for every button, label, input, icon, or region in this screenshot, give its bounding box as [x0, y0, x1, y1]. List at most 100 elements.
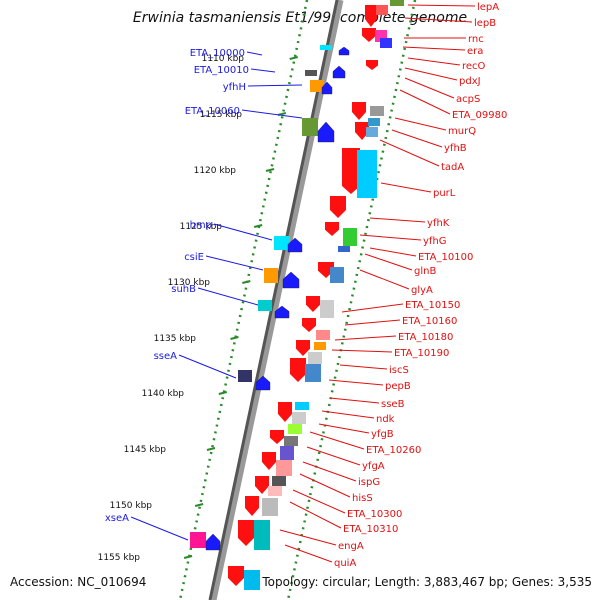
- forward-gene-arrow: [287, 237, 303, 253]
- gene-label-era: era: [467, 46, 483, 57]
- gene-label-eta-10060: ETA_10060: [185, 106, 240, 117]
- ruler-tick-label: 1145 kbp: [124, 445, 167, 455]
- backbone: [208, 0, 339, 600]
- gene-label-eta-10300: ETA_10300: [347, 509, 402, 520]
- reverse-gene-link: [289, 501, 342, 529]
- reverse-gene-box: [316, 330, 330, 340]
- reverse-gene-link: [328, 379, 384, 386]
- gene-label-ssea: sseA: [154, 351, 178, 362]
- reverse-gene-link: [339, 364, 388, 370]
- reverse-gene-link: [284, 544, 333, 563]
- reverse-gene-box: [272, 476, 286, 486]
- reverse-gene-arrow: [330, 196, 346, 218]
- gene-label-eta-10260: ETA_10260: [366, 445, 421, 456]
- gene-label-purl: purL: [433, 188, 456, 199]
- reverse-gene-box: [295, 402, 309, 410]
- reverse-gene-arrow: [352, 102, 366, 120]
- gene-label-eta-10100: ETA_10100: [418, 252, 473, 263]
- gene-label-eta-10010: ETA_10010: [194, 65, 249, 76]
- forward-gene-box: [310, 80, 324, 92]
- accession-text: Accession: NC_010694: [10, 575, 147, 589]
- forward-gene-link: [197, 287, 259, 306]
- reverse-gene-box: [244, 570, 260, 590]
- gene-label-glya: glyA: [411, 285, 433, 296]
- reverse-gene-box: [276, 460, 292, 476]
- reverse-gene-box: [305, 364, 321, 382]
- reverse-gene-box: [292, 412, 306, 424]
- reverse-gene-box: [254, 520, 270, 550]
- forward-gene-link: [130, 516, 189, 541]
- reverse-gene-link: [344, 319, 401, 326]
- forward-gene-arrow: [282, 271, 300, 289]
- gene-label-suhb: suhB: [171, 284, 196, 295]
- reverse-gene-link: [302, 461, 357, 482]
- forward-gene-arrow: [338, 46, 350, 56]
- ruler-tick-mark: [230, 336, 239, 340]
- reverse-gene-box: [308, 352, 322, 364]
- reverse-gene-arrow: [306, 296, 320, 312]
- gene-label-eta-10000: ETA_10000: [190, 48, 245, 59]
- ruler-tick-label: 1125 kbp: [180, 222, 223, 232]
- gene-label-eta-10310: ETA_10310: [343, 524, 398, 535]
- ruler-left: [178, 0, 309, 600]
- reverse-gene-link: [306, 446, 361, 466]
- reverse-gene-box: [343, 228, 357, 246]
- forward-gene-link: [178, 354, 237, 379]
- reverse-gene-box: [280, 446, 294, 460]
- ruler-tick-label: 1150 kbp: [110, 501, 153, 511]
- ruler-tick-mark: [218, 391, 228, 395]
- ruler-tick-mark: [253, 224, 263, 228]
- gene-label-lepa: lepA: [477, 2, 499, 13]
- forward-gene-link: [247, 84, 303, 87]
- reverse-gene-link: [404, 77, 455, 99]
- forward-gene-arrow: [255, 375, 271, 391]
- ruler-tick-mark: [242, 280, 251, 284]
- gene-label-sseb: sseB: [381, 399, 405, 410]
- reverse-gene-link: [369, 247, 417, 257]
- ruler-tick-mark: [265, 168, 275, 172]
- reverse-gene-box: [268, 486, 282, 496]
- gene-label-eta-10190: ETA_10190: [394, 348, 449, 359]
- reverse-gene-link: [321, 410, 375, 419]
- reverse-gene-link: [279, 529, 337, 546]
- gene-label-acps: acpS: [456, 94, 480, 105]
- forward-gene-arrow: [332, 65, 346, 79]
- gene-label-yfga: yfgA: [362, 461, 385, 472]
- reverse-gene-arrow: [355, 122, 369, 140]
- reverse-gene-box: [376, 5, 388, 15]
- gene-label-murq: murQ: [448, 126, 476, 137]
- reverse-gene-link: [318, 423, 370, 434]
- gene-label-yfhk: yfhK: [427, 218, 450, 229]
- reverse-gene-arrow: [278, 402, 292, 422]
- forward-gene-box: [264, 268, 278, 283]
- gene-label-eta-10160: ETA_10160: [402, 316, 457, 327]
- reverse-gene-arrow: [262, 452, 276, 470]
- forward-gene-box: [305, 70, 317, 76]
- gene-label-csie: csiE: [184, 252, 204, 263]
- reverse-gene-link: [369, 217, 426, 223]
- reverse-gene-link: [331, 349, 393, 353]
- reverse-gene-link: [341, 303, 404, 313]
- reverse-gene-link: [299, 473, 351, 498]
- reverse-gene-link: [329, 397, 380, 404]
- reverse-gene-link: [379, 139, 440, 167]
- topology-text: Topology: circular; Length: 3,883,467 bp…: [262, 575, 592, 589]
- reverse-gene-box: [357, 150, 377, 198]
- forward-gene-box: [258, 300, 272, 311]
- reverse-gene-link: [399, 89, 451, 115]
- ruler-tick-label: 1110 kbp: [202, 54, 245, 64]
- reverse-gene-box: [368, 118, 380, 126]
- reverse-gene-link: [334, 335, 397, 341]
- reverse-gene-arrow: [302, 318, 316, 332]
- reverse-gene-arrow: [255, 476, 269, 494]
- reverse-gene-link: [402, 46, 466, 51]
- ruler-right: [286, 0, 417, 600]
- forward-gene-link: [205, 255, 264, 271]
- reverse-gene-arrow: [325, 222, 339, 236]
- forward-gene-box: [320, 45, 332, 50]
- ruler-tick-label: 1155 kbp: [98, 553, 141, 563]
- reverse-gene-arrow: [342, 148, 360, 194]
- reverse-gene-link: [309, 431, 365, 450]
- gene-label-hmp: hmp: [190, 220, 212, 231]
- forward-gene-link: [241, 109, 303, 119]
